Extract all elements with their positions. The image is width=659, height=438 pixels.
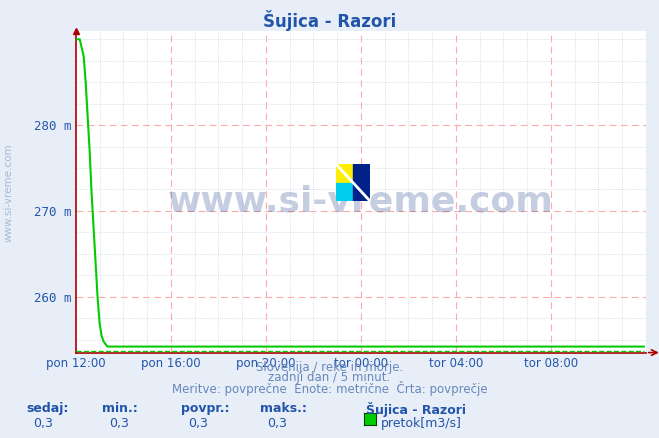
Text: sedaj:: sedaj: [26, 402, 69, 415]
Bar [336, 164, 353, 183]
Text: 0,3: 0,3 [267, 417, 287, 430]
Text: Meritve: povprečne  Enote: metrične  Črta: povprečje: Meritve: povprečne Enote: metrične Črta:… [172, 381, 487, 396]
Text: povpr.:: povpr.: [181, 402, 230, 415]
Text: 0,3: 0,3 [188, 417, 208, 430]
Text: 0,3: 0,3 [33, 417, 53, 430]
Text: min.:: min.: [102, 402, 138, 415]
Text: zadnji dan / 5 minut.: zadnji dan / 5 minut. [268, 371, 391, 385]
Text: Šujica - Razori: Šujica - Razori [263, 10, 396, 31]
Text: www.si-vreme.com: www.si-vreme.com [168, 184, 554, 218]
Text: maks.:: maks.: [260, 402, 307, 415]
Bar [353, 164, 370, 201]
Text: 0,3: 0,3 [109, 417, 129, 430]
Text: pretok[m3/s]: pretok[m3/s] [381, 417, 462, 430]
Text: Slovenija / reke in morje.: Slovenija / reke in morje. [256, 361, 403, 374]
Text: Šujica - Razori: Šujica - Razori [366, 402, 466, 417]
Text: www.si-vreme.com: www.si-vreme.com [3, 143, 14, 242]
Bar [336, 183, 353, 201]
